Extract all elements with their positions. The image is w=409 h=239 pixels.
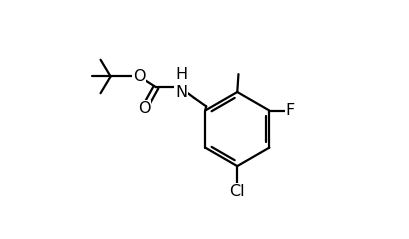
Text: F: F xyxy=(285,103,294,118)
Text: O: O xyxy=(133,69,145,84)
Text: O: O xyxy=(137,101,150,116)
Text: Cl: Cl xyxy=(229,184,245,199)
Text: H
N: H N xyxy=(175,67,187,100)
